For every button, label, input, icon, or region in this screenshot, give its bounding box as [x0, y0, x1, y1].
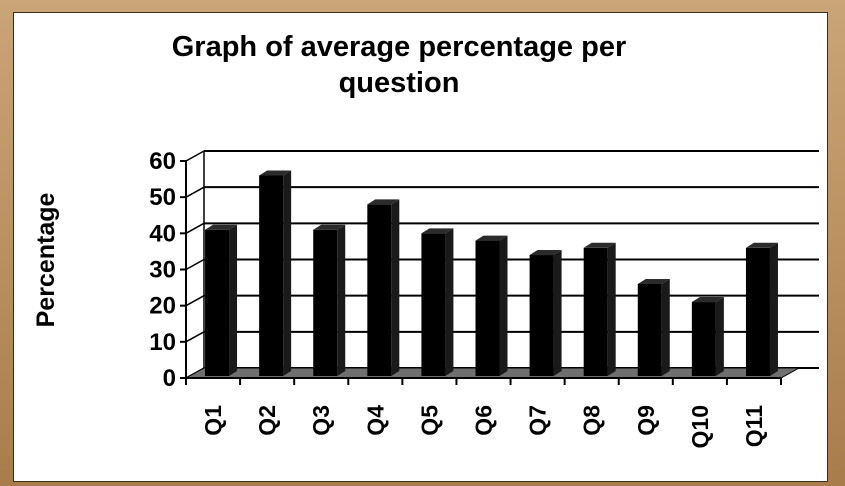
grid-diagonal-50: [185, 186, 205, 198]
x-tick-label-Q4: Q4: [362, 405, 388, 436]
bar-top: [259, 170, 292, 176]
x-tick-label-Q9: Q9: [633, 405, 659, 436]
grid-diagonal-10: [185, 331, 205, 343]
bar-front: [313, 229, 338, 376]
bar-side: [337, 224, 346, 376]
bar-front: [205, 229, 230, 376]
x-tick-label-Q8: Q8: [579, 405, 605, 436]
y-axis-title: Percentage: [32, 193, 60, 328]
bar-side: [715, 297, 724, 376]
chart-title: Graph of average percentage per question: [171, 31, 627, 99]
x-tick-label-Q3: Q3: [308, 405, 334, 436]
bar-side: [445, 228, 454, 376]
bar-Q3: [313, 224, 346, 376]
bar-top: [367, 199, 400, 205]
bar-side: [499, 235, 508, 376]
x-tick-label-Q7: Q7: [525, 405, 551, 436]
bar-top: [475, 235, 508, 241]
bar-Q6: [475, 235, 508, 376]
bar-Q9: [637, 278, 670, 376]
bar-side: [391, 199, 400, 376]
bar-Q2: [259, 170, 292, 376]
bar-side: [661, 278, 670, 376]
y-tick-label-60: 60: [149, 148, 176, 175]
x-tick-label-Q10: Q10: [687, 405, 713, 448]
x-tick-label-Q11: Q11: [741, 405, 767, 447]
bar-top: [529, 250, 562, 256]
bar-Q10: [691, 297, 724, 376]
bar-top: [583, 242, 616, 248]
bar-front: [691, 302, 716, 376]
bar-Q11: [745, 242, 778, 376]
bar-chart: 0 10 20 30 40 50 60 Q1 Q2 Q3 Q4 Q5 Q6 Q7 Q8 Q9 Q10 Q11 Per…: [32, 148, 819, 448]
bar-side: [607, 242, 616, 376]
bar-Q1: [205, 224, 238, 376]
y-tick-label-0: 0: [163, 365, 176, 392]
grid-diagonal-20: [185, 295, 205, 307]
bar-side: [769, 242, 778, 376]
bar-front: [745, 247, 770, 376]
bar-front: [583, 247, 608, 376]
grid-diagonal-40: [185, 222, 205, 234]
y-tick-label-20: 20: [149, 293, 176, 320]
grid-diagonal-30: [185, 258, 205, 271]
bar-top: [313, 224, 346, 230]
x-tick-label-Q5: Q5: [416, 405, 442, 436]
bar-Q4: [367, 199, 400, 376]
bar-top: [691, 297, 724, 303]
bar-front: [475, 240, 500, 376]
bar-side: [553, 250, 562, 376]
x-tick-label-Q2: Q2: [254, 405, 280, 436]
bar-top: [421, 228, 454, 234]
y-tick-label-10: 10: [149, 329, 176, 356]
bar-front: [529, 255, 554, 376]
bar-Q5: [421, 228, 454, 376]
bar-top: [205, 224, 238, 230]
bar-side: [229, 224, 238, 376]
grid-diagonal-60: [185, 150, 205, 162]
bar-Q8: [583, 242, 616, 376]
y-tick-label-40: 40: [149, 220, 176, 247]
bar-front: [367, 204, 392, 376]
bar-top: [745, 242, 778, 248]
x-tick-label-Q6: Q6: [471, 405, 497, 436]
y-tick-label-30: 30: [149, 257, 176, 284]
y-tick-label-50: 50: [149, 184, 176, 211]
chart-panel: Graph of average percentage per question…: [13, 12, 828, 482]
bar-top: [637, 278, 670, 284]
bar-Q7: [529, 250, 562, 376]
bar-side: [283, 170, 292, 376]
bar-front: [259, 175, 284, 376]
x-tick-label-Q1: Q1: [200, 405, 226, 436]
bar-front: [637, 283, 662, 376]
bar-front: [421, 233, 446, 376]
